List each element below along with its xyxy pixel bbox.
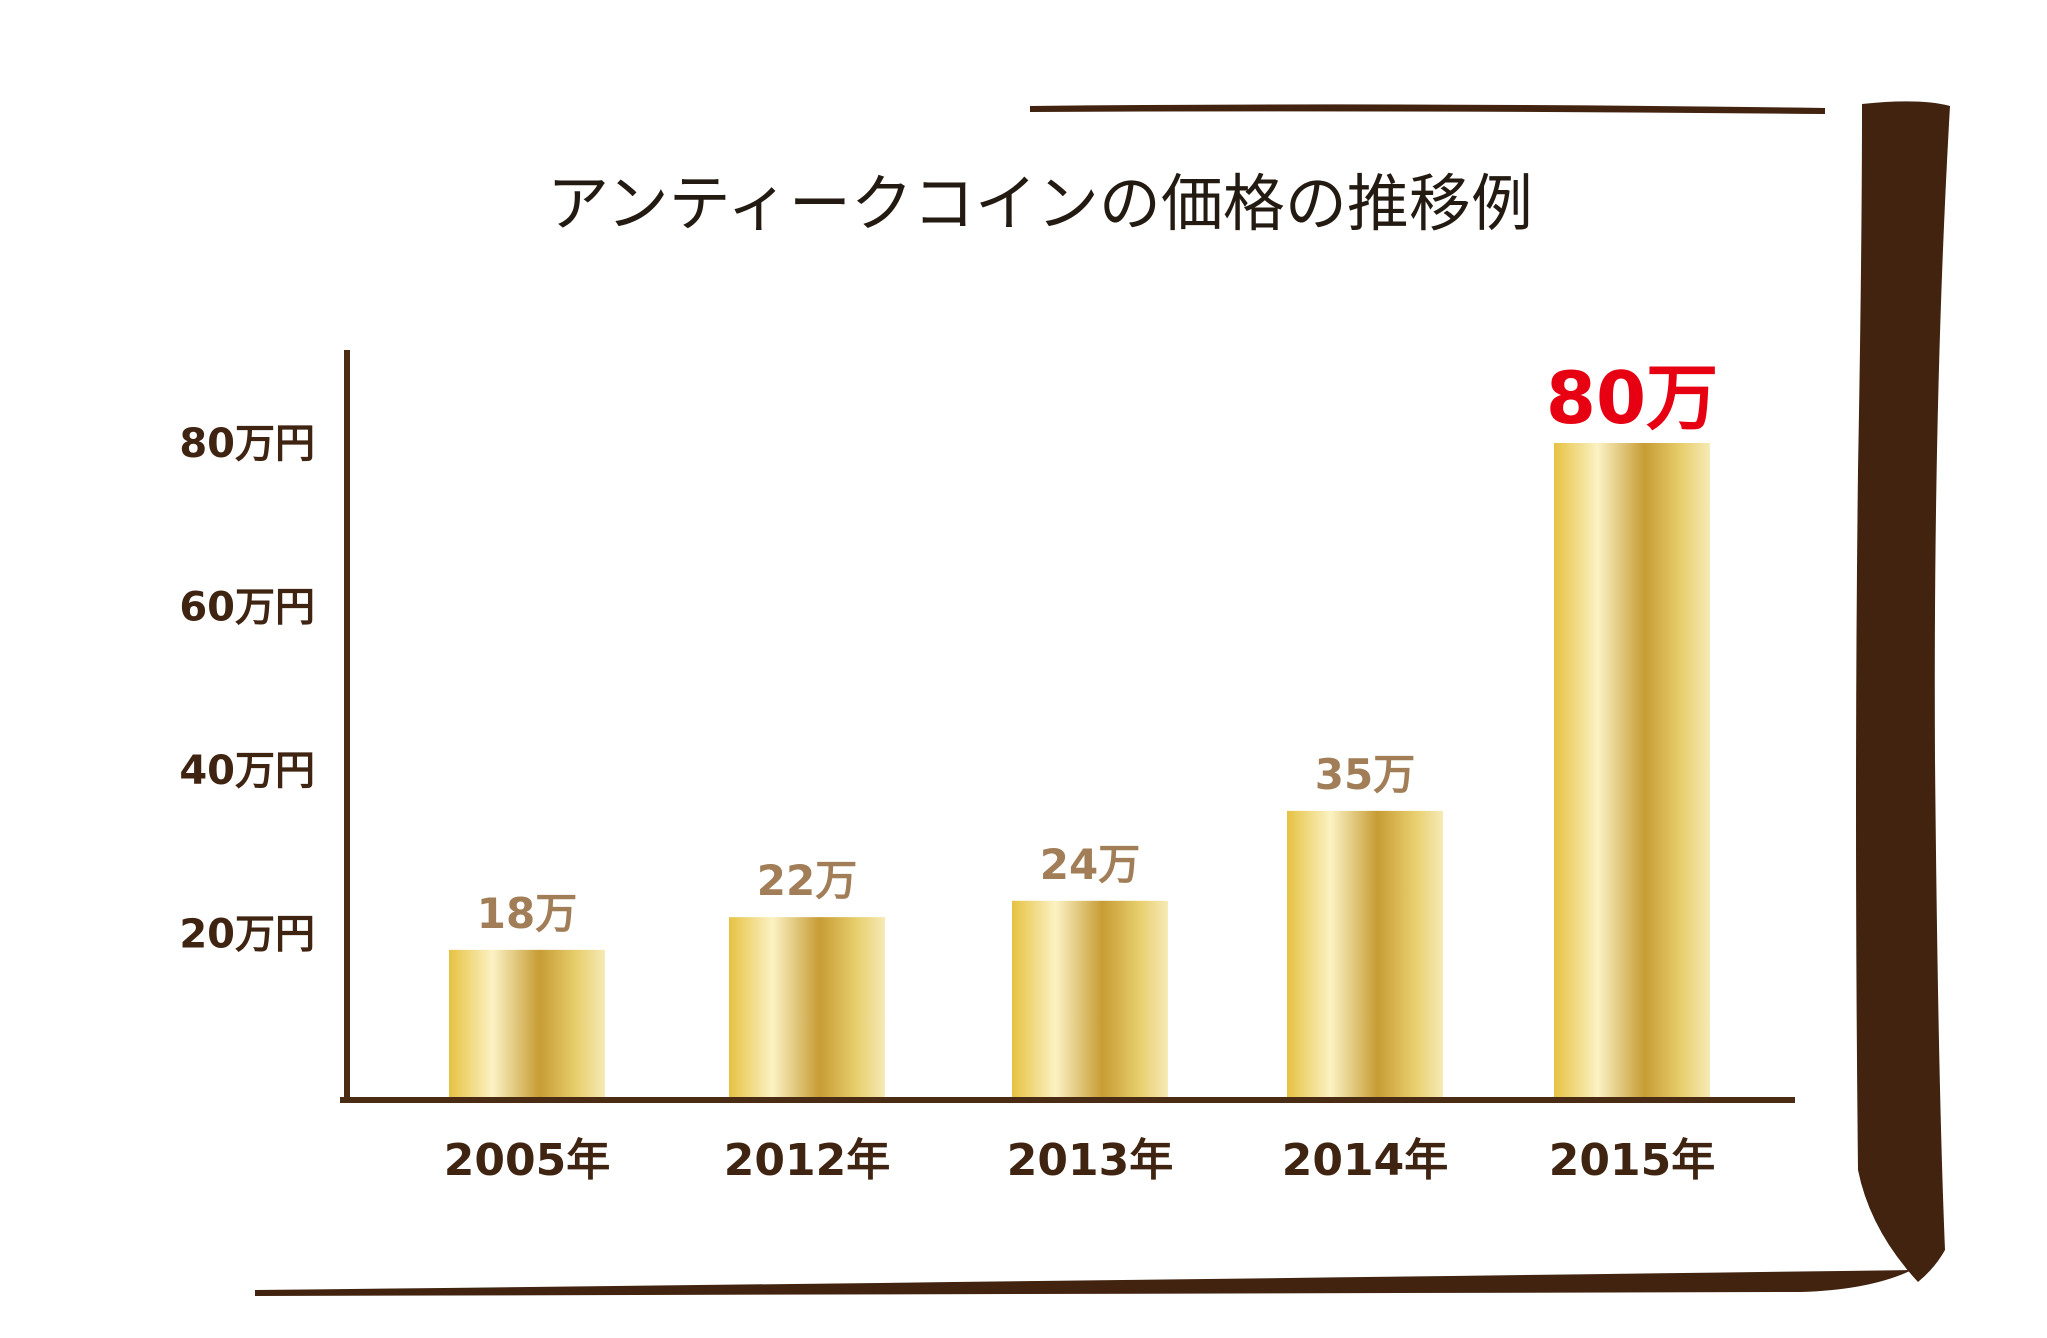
frame-bottom-stroke [255, 1270, 1912, 1296]
bar-2013年 [1012, 900, 1168, 1097]
data-label: 80万 [1546, 356, 1718, 440]
x-tick-label: 2015年 [1549, 1135, 1715, 1186]
bar-2014年 [1287, 810, 1443, 1097]
bar-2015年 [1554, 443, 1710, 1097]
data-label: 18万 [477, 889, 577, 938]
x-tick-labels: 2005年 2012年 2013年 2014年 2015年 [444, 1135, 1715, 1186]
chart-title: アンティークコインの価格の推移例 [547, 167, 1533, 240]
data-label: 22万 [757, 856, 857, 905]
x-tick-label: 2012年 [724, 1135, 890, 1186]
frame-right-stroke [1856, 101, 1950, 1282]
y-tick-label: 40万円 [179, 748, 315, 794]
x-tick-label: 2013年 [1007, 1135, 1173, 1186]
data-label: 24万 [1040, 840, 1140, 889]
bar-2012年 [729, 917, 885, 1097]
decorative-frame [255, 101, 1950, 1296]
frame-top-stroke [1030, 104, 1825, 114]
y-tick-labels: 20万円 40万円 60万円 80万円 [179, 421, 315, 958]
bar-2005年 [449, 949, 605, 1097]
data-labels: 18万 22万 24万 35万 80万 [477, 356, 1718, 938]
bars [449, 443, 1710, 1097]
x-tick-label: 2014年 [1282, 1135, 1448, 1186]
x-tick-label: 2005年 [444, 1135, 610, 1186]
y-tick-label: 80万円 [179, 421, 315, 467]
data-label: 35万 [1315, 750, 1415, 799]
y-tick-label: 60万円 [179, 585, 315, 631]
y-tick-label: 20万円 [179, 912, 315, 958]
